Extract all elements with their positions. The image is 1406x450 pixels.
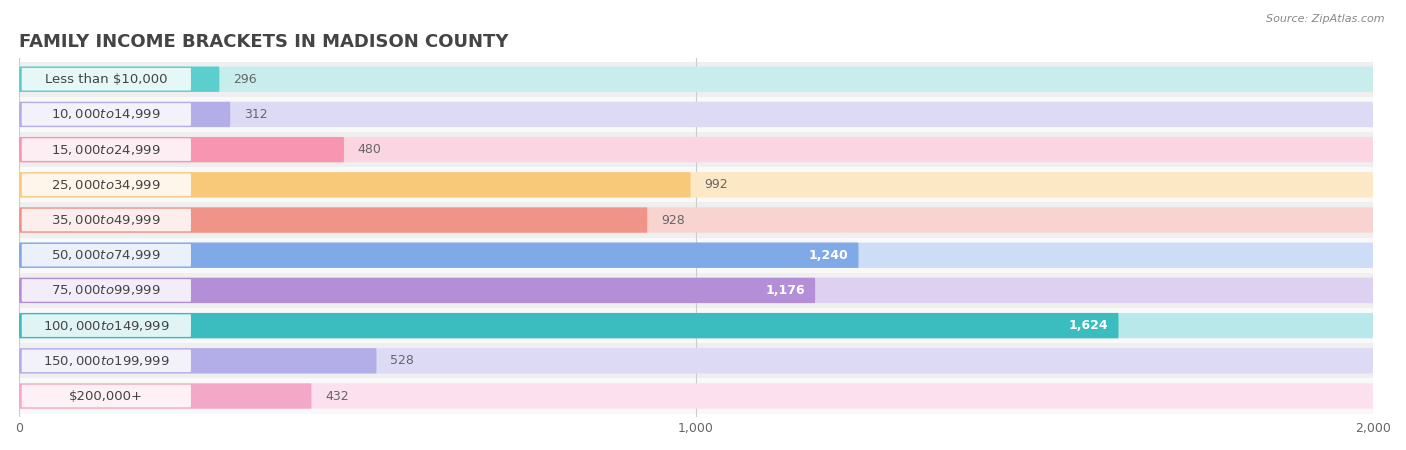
- Text: $10,000 to $14,999: $10,000 to $14,999: [52, 108, 162, 122]
- FancyBboxPatch shape: [20, 348, 377, 374]
- FancyBboxPatch shape: [20, 137, 1374, 162]
- FancyBboxPatch shape: [20, 62, 1374, 97]
- FancyBboxPatch shape: [20, 348, 1374, 374]
- FancyBboxPatch shape: [21, 174, 191, 196]
- FancyBboxPatch shape: [21, 68, 191, 90]
- FancyBboxPatch shape: [21, 279, 191, 302]
- Text: $100,000 to $149,999: $100,000 to $149,999: [44, 319, 170, 333]
- Text: $75,000 to $99,999: $75,000 to $99,999: [52, 284, 162, 297]
- FancyBboxPatch shape: [20, 102, 231, 127]
- FancyBboxPatch shape: [20, 238, 1374, 273]
- Text: $25,000 to $34,999: $25,000 to $34,999: [52, 178, 162, 192]
- Text: 312: 312: [243, 108, 267, 121]
- FancyBboxPatch shape: [20, 383, 312, 409]
- Text: 1,624: 1,624: [1069, 319, 1108, 332]
- Text: $200,000+: $200,000+: [69, 390, 143, 402]
- Text: FAMILY INCOME BRACKETS IN MADISON COUNTY: FAMILY INCOME BRACKETS IN MADISON COUNTY: [20, 33, 509, 51]
- FancyBboxPatch shape: [21, 209, 191, 231]
- FancyBboxPatch shape: [20, 97, 1374, 132]
- Text: $35,000 to $49,999: $35,000 to $49,999: [52, 213, 162, 227]
- Text: $15,000 to $24,999: $15,000 to $24,999: [52, 143, 162, 157]
- Text: Source: ZipAtlas.com: Source: ZipAtlas.com: [1267, 14, 1385, 23]
- Text: 928: 928: [661, 214, 685, 226]
- FancyBboxPatch shape: [20, 243, 1374, 268]
- FancyBboxPatch shape: [20, 172, 1374, 198]
- Text: $150,000 to $199,999: $150,000 to $199,999: [44, 354, 170, 368]
- FancyBboxPatch shape: [20, 383, 1374, 409]
- FancyBboxPatch shape: [20, 132, 1374, 167]
- Text: 480: 480: [357, 143, 381, 156]
- FancyBboxPatch shape: [20, 278, 1374, 303]
- FancyBboxPatch shape: [21, 138, 191, 161]
- FancyBboxPatch shape: [20, 313, 1374, 338]
- Text: 432: 432: [325, 390, 349, 402]
- FancyBboxPatch shape: [20, 172, 690, 198]
- FancyBboxPatch shape: [21, 385, 191, 407]
- FancyBboxPatch shape: [20, 313, 1119, 338]
- FancyBboxPatch shape: [20, 67, 219, 92]
- FancyBboxPatch shape: [21, 315, 191, 337]
- FancyBboxPatch shape: [20, 378, 1374, 414]
- FancyBboxPatch shape: [20, 273, 1374, 308]
- Text: 1,240: 1,240: [808, 249, 848, 262]
- FancyBboxPatch shape: [20, 167, 1374, 202]
- FancyBboxPatch shape: [20, 137, 344, 162]
- Text: 1,176: 1,176: [765, 284, 806, 297]
- FancyBboxPatch shape: [20, 278, 815, 303]
- FancyBboxPatch shape: [20, 343, 1374, 378]
- FancyBboxPatch shape: [20, 202, 1374, 238]
- FancyBboxPatch shape: [20, 243, 859, 268]
- FancyBboxPatch shape: [21, 350, 191, 372]
- FancyBboxPatch shape: [20, 308, 1374, 343]
- Text: 992: 992: [704, 178, 728, 191]
- FancyBboxPatch shape: [20, 102, 1374, 127]
- FancyBboxPatch shape: [21, 244, 191, 266]
- Text: $50,000 to $74,999: $50,000 to $74,999: [52, 248, 162, 262]
- Text: 296: 296: [233, 73, 256, 86]
- FancyBboxPatch shape: [20, 207, 647, 233]
- FancyBboxPatch shape: [20, 67, 1374, 92]
- Text: 528: 528: [389, 354, 413, 367]
- FancyBboxPatch shape: [20, 207, 1374, 233]
- Text: Less than $10,000: Less than $10,000: [45, 73, 167, 86]
- FancyBboxPatch shape: [21, 103, 191, 126]
